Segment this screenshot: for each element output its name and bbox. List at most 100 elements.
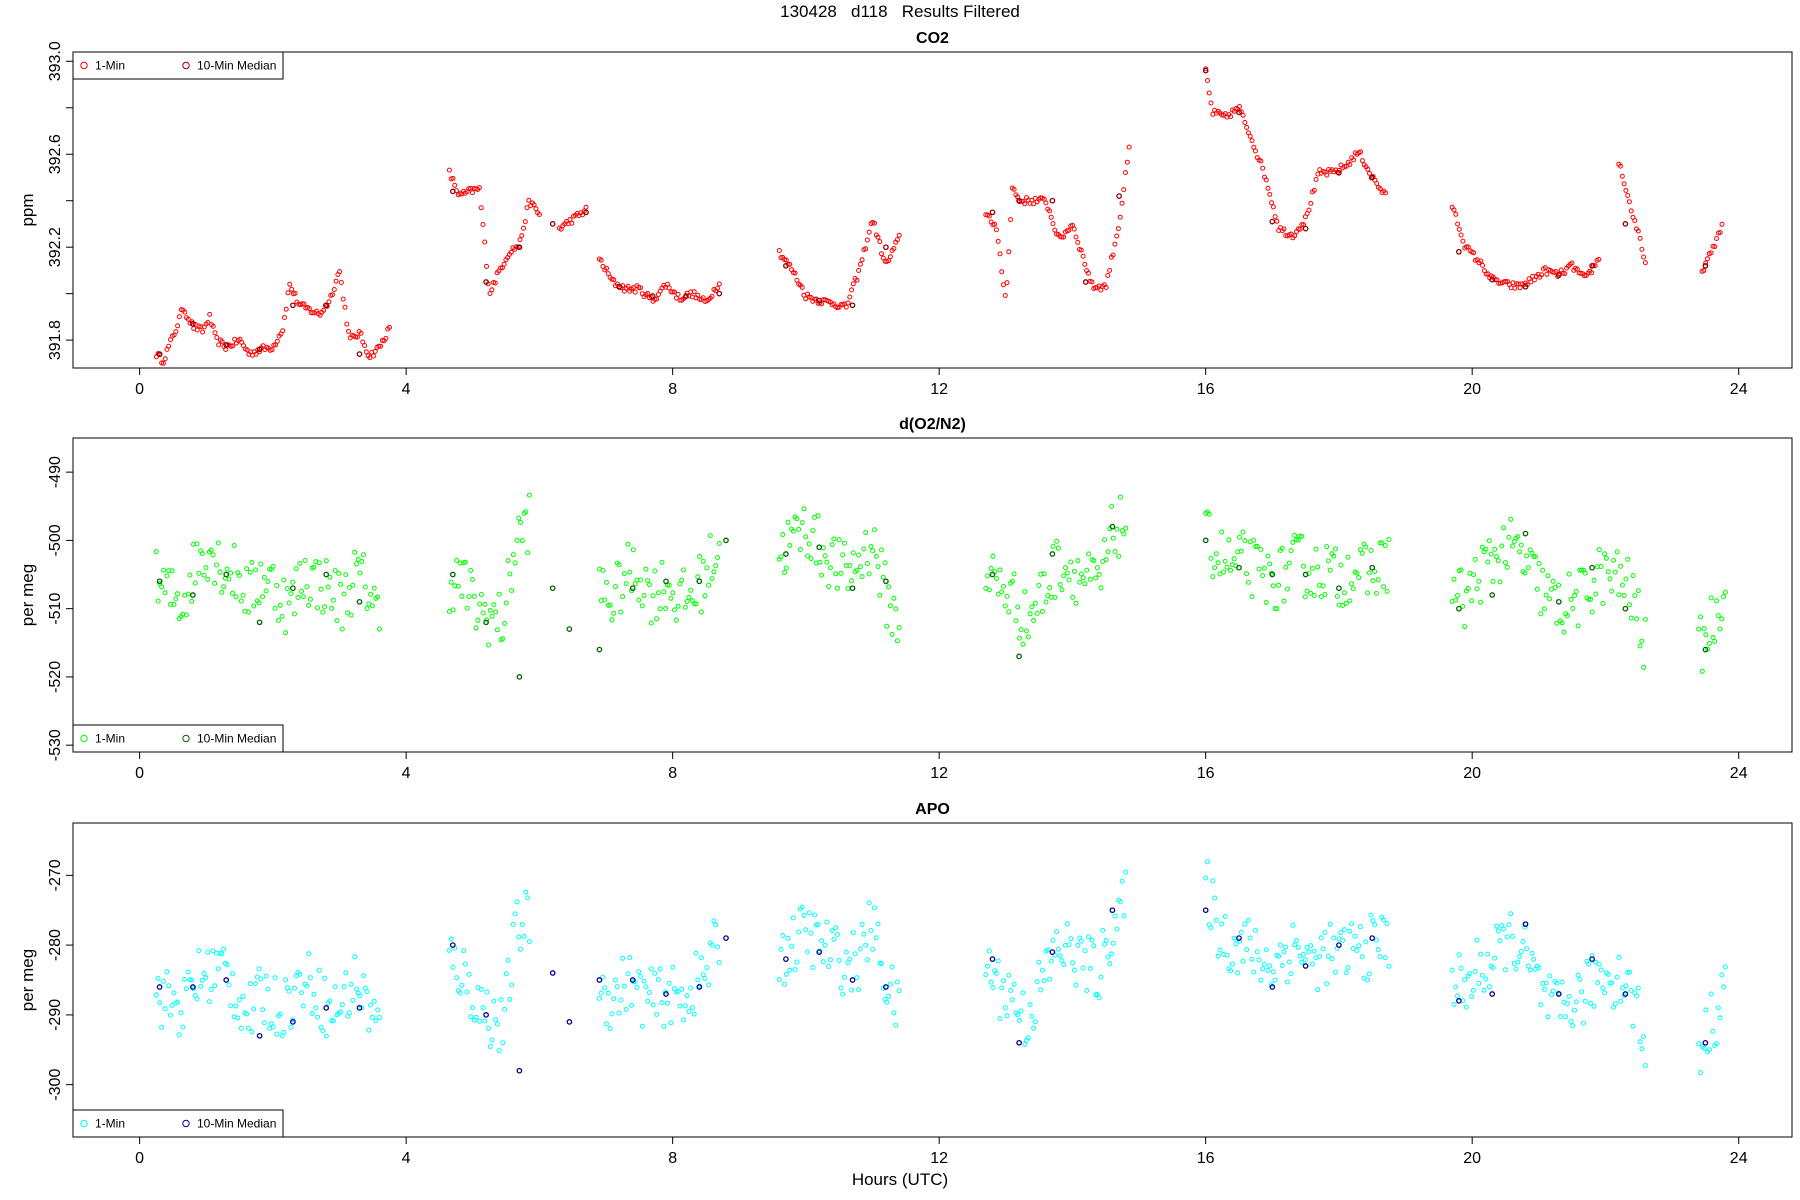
one-min-point: [1626, 199, 1632, 205]
one-min-point: [503, 971, 509, 977]
ten-min-median-point: [1202, 537, 1209, 544]
one-min-point: [1253, 544, 1258, 550]
one-min-point: [638, 974, 643, 979]
one-min-point: [1068, 936, 1074, 942]
one-min-point: [1341, 927, 1347, 933]
one-min-point: [1308, 200, 1314, 206]
one-min-point: [826, 964, 832, 969]
ten-min-median-point: [663, 991, 669, 997]
one-min-point: [1605, 971, 1611, 977]
one-min-point: [496, 1048, 502, 1054]
one-min-point: [875, 234, 881, 240]
one-min-point: [333, 278, 339, 284]
one-min-point: [1642, 1063, 1648, 1068]
one-min-point: [1696, 626, 1702, 632]
one-min-point: [153, 549, 159, 555]
y-tick-label: 393.0: [47, 41, 64, 81]
one-min-point: [1453, 984, 1459, 990]
one-min-point: [1632, 593, 1638, 599]
one-min-point: [1043, 200, 1049, 206]
one-min-point: [526, 492, 532, 498]
x-tick-label: 12: [930, 765, 948, 782]
one-min-point: [221, 584, 227, 590]
one-min-point: [789, 943, 795, 949]
one-min-point: [1698, 614, 1703, 620]
one-min-point: [297, 560, 303, 566]
one-min-point: [1324, 172, 1330, 178]
one-min-point: [675, 291, 681, 297]
one-min-point: [1073, 234, 1079, 240]
one-min-point: [1609, 980, 1615, 986]
one-min-point: [1722, 589, 1728, 595]
one-min-point: [1311, 948, 1317, 954]
one-min-point: [1628, 988, 1634, 993]
one-min-point: [659, 1000, 665, 1006]
one-min-point: [514, 899, 520, 905]
ten-min-median-point: [190, 984, 196, 990]
one-min-point: [348, 612, 354, 618]
one-min-point: [840, 991, 846, 997]
ten-min-median-point: [516, 1067, 523, 1074]
one-min-point: [1556, 582, 1562, 588]
one-min-point: [228, 1003, 234, 1009]
one-min-point: [666, 980, 672, 986]
legend-marker-median: [182, 61, 190, 70]
one-min-point: [995, 591, 1001, 597]
one-min-point: [194, 541, 200, 547]
one-min-point: [494, 1021, 500, 1027]
one-min-point: [1041, 571, 1047, 577]
one-min-point: [189, 977, 195, 983]
one-min-point: [695, 977, 701, 983]
one-min-point: [611, 996, 617, 1002]
one-min-point: [700, 558, 706, 564]
one-min-point: [609, 1011, 615, 1017]
one-min-point: [607, 1026, 613, 1031]
one-min-point: [835, 585, 840, 591]
one-min-point: [486, 1025, 491, 1031]
one-min-point: [1057, 582, 1063, 588]
one-min-point: [1712, 244, 1718, 250]
one-min-point: [1018, 627, 1024, 633]
one-min-point: [1283, 944, 1289, 950]
one-min-point: [1356, 943, 1362, 949]
one-min-point: [650, 1002, 656, 1008]
y-axis-label: per meg: [18, 564, 37, 626]
one-min-point: [704, 565, 710, 571]
one-min-point: [1449, 967, 1455, 973]
one-min-point: [1024, 628, 1029, 634]
panel-title: APO: [915, 801, 950, 818]
one-min-point: [469, 190, 475, 196]
one-min-point: [1075, 942, 1081, 948]
one-min-point: [1213, 551, 1219, 557]
one-min-point: [1722, 964, 1728, 970]
one-min-point: [663, 606, 669, 611]
one-min-point: [1635, 588, 1641, 594]
one-min-point: [350, 998, 356, 1003]
one-min-point: [1117, 899, 1123, 905]
one-min-point: [1479, 972, 1485, 978]
one-min-point: [1386, 537, 1392, 542]
one-min-point: [1217, 947, 1223, 953]
one-min-point: [330, 597, 336, 603]
one-min-point: [891, 1010, 897, 1016]
one-min-point: [1494, 554, 1499, 560]
one-min-point: [244, 1011, 250, 1017]
one-min-point: [1116, 553, 1122, 559]
one-min-point: [489, 287, 495, 293]
one-min-point: [491, 998, 497, 1004]
one-min-point: [598, 990, 604, 996]
legend-label-1min: 1-Min: [95, 59, 125, 73]
one-min-point: [838, 985, 844, 991]
one-min-point: [525, 895, 531, 901]
one-min-point: [523, 889, 529, 895]
one-min-point: [864, 237, 870, 243]
one-min-point: [457, 990, 463, 996]
one-min-point: [1377, 186, 1383, 192]
one-min-point: [478, 205, 484, 211]
one-min-point: [387, 324, 392, 330]
x-tick-label: 20: [1463, 765, 1481, 782]
one-min-point: [1502, 560, 1508, 565]
one-min-point: [166, 343, 172, 349]
one-min-point: [1600, 601, 1606, 606]
one-min-point: [1352, 933, 1358, 939]
